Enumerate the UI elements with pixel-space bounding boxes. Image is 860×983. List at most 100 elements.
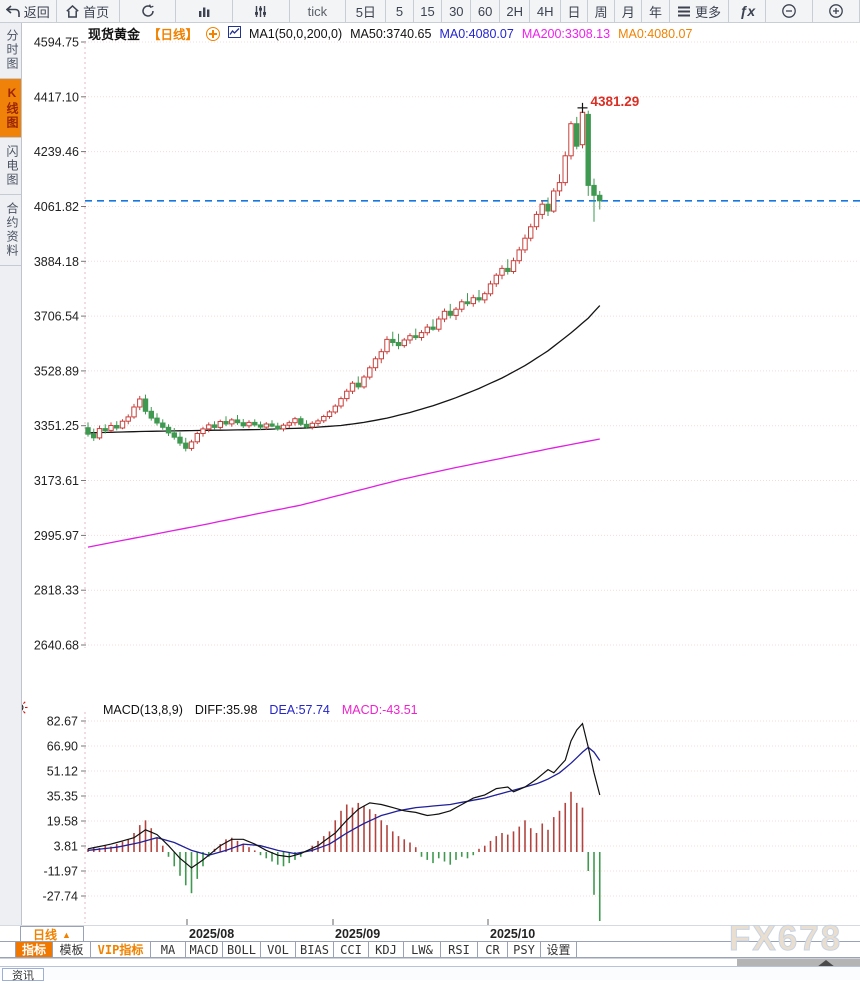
toolbar-2h-label: 2H [506,3,524,19]
toolbar-5m-label: 5 [395,3,404,19]
toolbar-15m-label: 15 [420,3,435,19]
svg-text:-11.97: -11.97 [43,865,78,879]
macd-dea-value: DEA:57.74 [269,703,330,717]
ma0-blue-value: MA0:4080.07 [439,26,514,41]
indicator-tabs: 指标 模板 VIP指标 MA MACD BOLL VOL BIAS CCI KDJ LW& RSI CR… [0,941,860,958]
toolbar-year[interactable]: 年 [642,0,670,22]
candlestick-series[interactable] [85,107,603,452]
toolbar-tick[interactable]: tick [290,0,347,22]
add-symbol-icon[interactable] [206,26,221,41]
tab-LW&[interactable]: LW& [404,942,441,957]
dea-line [87,746,601,856]
tab-设置[interactable]: 设置 [541,942,577,957]
toolbar-refresh[interactable] [120,0,177,22]
toolbar-2h[interactable]: 2H [500,0,531,22]
macd-histogram [87,791,601,921]
toolbar-15m[interactable]: 15 [414,0,443,22]
svg-text:2640.68: 2640.68 [34,639,79,653]
back-arrow-icon [5,4,20,18]
toolbar-home[interactable]: 首页 [57,0,120,22]
toolbar-4h-label: 4H [536,3,554,19]
toolbar-5d[interactable]: 5日 [346,0,387,22]
toolbar-60m-label: 60 [477,3,493,19]
toolbar-home-label: 首页 [83,4,110,20]
macd-header: MACD(13,8,9) DIFF:35.98 DEA:57.74 MACD:-… [103,703,418,717]
toolbar-indicator-picker[interactable] [233,0,290,22]
news-tab[interactable]: 资讯 [2,968,44,982]
tab-CR[interactable]: CR [478,942,508,957]
scrollbar-thumb[interactable] [737,959,860,967]
ma200-value: MA200:3308.13 [521,26,611,41]
toolbar-week-label: 周 [594,4,608,20]
toolbar-back-label: 返回 [23,4,50,20]
toolbar-30m[interactable]: 30 [442,0,472,22]
date-row: 日线 ▲ 2025/08 2025/09 2025/10 [0,925,860,943]
ma200-line [87,438,600,548]
sidebar-tab-time-share[interactable]: 分时图 [0,22,21,79]
svg-text:19.58: 19.58 [47,815,78,829]
ma50-value: MA50:3740.65 [350,26,432,41]
toolbar-zoom-out[interactable] [766,0,814,22]
toolbar-month[interactable]: 月 [615,0,643,22]
toolbar-zoom-in[interactable] [813,0,860,22]
svg-text:4061.82: 4061.82 [34,200,79,214]
period-selector-button[interactable]: 日线 ▲ [20,926,84,943]
toolbar-more[interactable]: 更多 [670,0,730,22]
bottom-scrollbar[interactable] [0,958,860,967]
tab-VIP指标[interactable]: VIP指标 [91,942,151,957]
svg-text:4594.75: 4594.75 [34,36,79,50]
ma50-line [87,305,601,434]
svg-text:3706.54: 3706.54 [34,310,79,324]
macd-diff-value: DIFF:35.98 [194,703,258,717]
watermark: FX678 [728,919,843,959]
toolbar-30m-label: 30 [449,3,464,19]
toolbar-fx[interactable]: ƒx [729,0,767,22]
x-axis-label: 2025/08 [189,927,235,941]
svg-text:35.35: 35.35 [47,790,78,804]
x-axis-label: 2025/10 [490,927,536,941]
zoom-out-icon [781,3,797,19]
tab-BOLL[interactable]: BOLL [223,942,261,957]
toolbar-week[interactable]: 周 [588,0,616,22]
svg-text:3528.89: 3528.89 [34,364,79,378]
toolbar-5d-label: 5日 [355,4,376,20]
svg-text:51.12: 51.12 [47,765,78,779]
toolbar-chart-type[interactable] [176,0,233,22]
tab-VOL[interactable]: VOL [261,942,296,957]
hamburger-icon [677,6,691,17]
toolbar-60m[interactable]: 60 [471,0,500,22]
tab-PSY[interactable]: PSY [508,942,541,957]
svg-text:66.90: 66.90 [47,740,78,754]
svg-text:2995.97: 2995.97 [34,529,79,543]
y-axis-labels: 4594.75 4417.10 4239.46 4061.82 3884.18 3706.… [34,36,79,904]
tab-BIAS[interactable]: BIAS [296,942,334,957]
tab-指标[interactable]: 指标 [15,942,53,957]
toolbar-day[interactable]: 日 [561,0,589,22]
collapse-arrow-icon[interactable] [817,960,835,967]
sliders-icon [253,5,268,18]
tab-模板[interactable]: 模板 [53,942,91,957]
svg-text:3.81: 3.81 [54,840,78,854]
tab-KDJ[interactable]: KDJ [369,942,404,957]
tab-MA[interactable]: MA [151,942,186,957]
ma-settings-label: MA1(50,0,200,0) [249,26,343,41]
diff-line [87,722,601,869]
tab-CCI[interactable]: CCI [334,942,369,957]
toolbar-back[interactable]: 返回 [0,0,57,22]
toolbar-tick-label: tick [307,3,328,19]
bar-chart-icon [197,5,212,18]
sidebar-tab-kline[interactable]: K线图 [0,79,21,138]
toolbar-4h[interactable]: 4H [530,0,561,22]
sidebar: 分时图 K线图 闪电图 合约资料 [0,22,22,925]
toolbar-day-label: 日 [567,4,581,20]
sidebar-tab-lightning[interactable]: 闪电图 [0,138,21,195]
tab-RSI[interactable]: RSI [441,942,478,957]
svg-text:82.67: 82.67 [47,715,78,729]
tab-MACD[interactable]: MACD [186,942,223,957]
toolbar-more-label: 更多 [694,4,721,20]
sidebar-tab-contract-info[interactable]: 合约资料 [0,195,21,266]
ma0-orange-value: MA0:4080.07 [618,26,693,41]
toolbar-5m[interactable]: 5 [386,0,414,22]
macd-macd-value: MACD:-43.51 [341,703,418,717]
